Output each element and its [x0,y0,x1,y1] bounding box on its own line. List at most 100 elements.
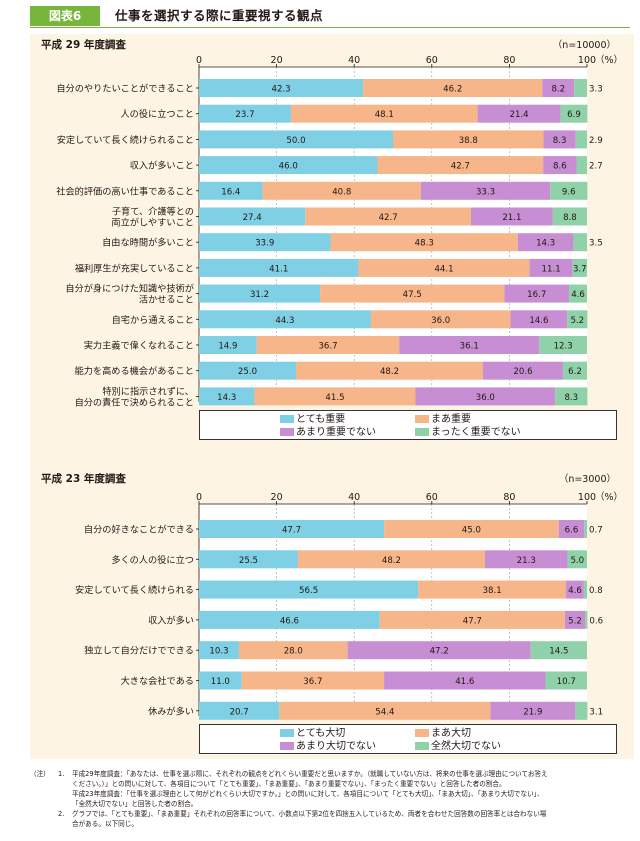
x-tick-label: 80 [503,492,515,503]
category-label: 両立がしやすいこと [111,217,194,229]
footnote: 2. グラフでは、「とても重要」、「まあ重要」それぞれの回答率について、小数点以… [30,809,628,829]
bar-segment [477,104,561,123]
legend-swatch [415,428,429,436]
bar-segment [199,520,385,538]
data-label: 38.8 [459,136,478,146]
data-label: 46.6 [280,616,299,626]
x-tick-label: 60 [426,55,438,66]
legend-swatch [280,415,294,423]
data-label: 8.6 [553,162,567,172]
data-label: 8.3 [553,136,567,146]
bar-segment [583,580,587,599]
data-label: 11.1 [542,264,561,274]
data-label: 9.6 [562,187,576,197]
bar-segment [320,284,505,303]
data-label: 36.7 [303,677,322,687]
footnote-line: 平成23年度調査：「仕事を選ぶ理由として何がどれくらい大切ですか。」との問いに対… [72,790,544,798]
bar-segment [377,156,544,175]
x-tick-label: 100 [578,492,596,503]
bar-segment [199,387,255,406]
data-label: 3.7 [573,264,587,274]
header-divider [30,27,630,28]
data-label: 42.7 [379,213,398,223]
bar-segment [238,641,348,660]
x-tick-label: 60 [426,492,438,503]
data-label: 47.7 [282,526,301,536]
data-label: 50.0 [286,136,305,146]
legend-label: あまり重要でない [296,427,376,438]
bar-segment [564,610,586,629]
bar-segment [347,641,531,660]
footnote-label: （注） [30,770,50,778]
data-label: 3.5 [589,239,603,249]
bar-segment [572,258,587,277]
bar-segment [567,310,588,329]
x-tick-label: 80 [503,55,515,66]
category-label: 能力を高める機会があること [75,365,194,377]
x-tick-label: 40 [348,55,360,66]
bar-segment [254,387,416,406]
bar-segment [199,641,239,660]
unit-label: （%） [595,491,623,503]
footnotes: （注） 1. 平成29年度調査：「あなたは、仕事を選ぶ際に、それぞれの観点をどれ… [30,769,628,829]
unit-label: （%） [595,54,623,66]
data-label: 33.3 [476,187,495,197]
legend-item: とても重要 [280,414,345,425]
footnote-number: 1. [58,770,65,778]
data-label: 14.5 [549,647,568,657]
x-tick-label: 0 [196,492,202,503]
bar-segment [199,610,380,629]
data-label: 21.9 [523,707,542,717]
legend-h23: とても大切 まあ大切 あまり大切でない 全然大切でない [199,724,617,754]
bar-segment [573,233,587,252]
data-label: 36.7 [318,342,337,352]
figure-title: 仕事を選択する際に重要視する観点 [115,8,324,23]
data-label: 12.3 [554,342,573,352]
data-label: 47.2 [430,647,449,657]
data-label: 3.3 [589,85,603,95]
category-label: 収入が多い [148,614,194,626]
data-label: 5.2 [568,616,582,626]
bar-segment [199,361,296,380]
data-label: 14.9 [218,342,237,352]
data-label: 21.4 [510,110,529,120]
bar-segment [420,181,551,200]
bar-segment [510,310,568,329]
footnote-line: 平成29年度調査：「あなたは、仕事を選ぶ際に、それぞれの観点をどれくらい重要だと… [72,770,548,778]
bar-segment [393,130,544,149]
bar-segment [490,701,576,720]
figure-header: 図表6 仕事を選択する際に重要視する観点 [10,6,630,28]
data-label: 6.2 [568,367,582,377]
bar-segment [542,79,575,97]
legend-swatch [280,742,294,750]
data-label: 56.5 [299,586,318,596]
chart-h23: 平成 23 年度調査 （n=3000） 0 20 40 60 80 100（%） 自分の好きなこ… [41,472,623,720]
legend-label: 全然大切でない [431,741,501,752]
x-tick-label: 40 [348,492,360,503]
x-tick-label: 0 [196,55,202,66]
data-label: 25.0 [238,367,257,377]
bar-segment [530,641,587,660]
bar-segment [543,156,577,175]
data-label: 6.9 [567,110,581,120]
bar-segment [199,550,298,569]
data-label: 48.2 [382,556,401,566]
bar-segment [384,520,559,538]
data-label: 46.2 [443,85,462,95]
x-tick-label: 100 [578,55,596,66]
sample-size-label: （n=3000） [559,473,616,485]
category-label: 収入が多いこと [130,160,194,172]
data-label: 11.0 [211,677,230,687]
data-label: 16.7 [527,290,546,300]
legend-item: まあ大切 [415,728,471,739]
data-label: 8.3 [564,393,578,403]
data-label: 36.0 [476,393,495,403]
footnote-line: グラフでは、「とても重要」、「まあ重要」それぞれの回答率について、小数点以下第2… [72,810,547,818]
footnote: （注） 1. 平成29年度調査：「あなたは、仕事を選ぶ際に、それぞれの観点をどれ… [30,769,628,809]
category-label: 活かせること [139,294,194,306]
category-label: 安定していて長く続けられる [75,584,194,596]
bar-segment [555,387,588,406]
data-label: 48.3 [415,239,434,249]
data-label: 8.2 [551,85,565,95]
data-label: 28.0 [284,647,303,657]
